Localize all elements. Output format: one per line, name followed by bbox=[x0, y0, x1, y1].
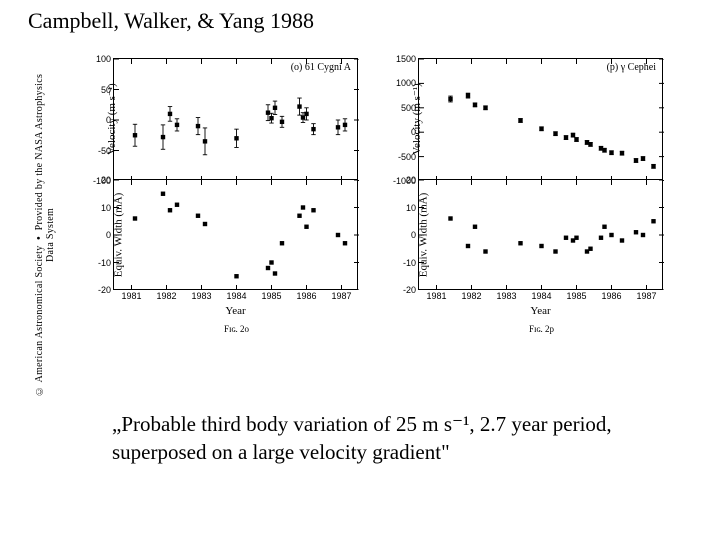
xtick-label: 1982 bbox=[461, 289, 481, 301]
chart-panel: -100-50050100Velocity (m s⁻¹)(o) 61 Cygn… bbox=[113, 58, 358, 180]
page-title: Campbell, Walker, & Yang 1988 bbox=[28, 8, 314, 34]
credit-bullet: • bbox=[34, 236, 45, 240]
figure-caption: Fɪɢ. 2p bbox=[418, 324, 665, 334]
xtick-label: 1983 bbox=[496, 289, 516, 301]
ytick-label: -20 bbox=[98, 285, 114, 295]
credit-line: © American Astronomical Society • Provid… bbox=[34, 70, 56, 400]
ytick-label: 20 bbox=[101, 175, 114, 185]
xtick-label: 1985 bbox=[566, 289, 586, 301]
xtick-label: 1986 bbox=[601, 289, 621, 301]
chart-panel: -20-10010201981198219831984198519861987E… bbox=[113, 180, 358, 290]
y-axis-label: Equiv. Width (mÅ) bbox=[417, 192, 429, 277]
xtick-label: 1984 bbox=[531, 289, 551, 301]
ytick-label: -20 bbox=[403, 285, 419, 295]
xtick-label: 1986 bbox=[296, 289, 316, 301]
xtick-label: 1981 bbox=[426, 289, 446, 301]
chart-panel: -1000-500050010001500Velocity (m s⁻¹)(p)… bbox=[418, 58, 663, 180]
x-axis-label: Year bbox=[225, 305, 245, 317]
xtick-label: 1987 bbox=[636, 289, 656, 301]
ytick-label: 1500 bbox=[396, 54, 419, 64]
y-axis-label: Velocity (m s⁻¹) bbox=[410, 83, 423, 154]
y-axis-label: Velocity (m s⁻¹) bbox=[105, 83, 118, 154]
xtick-label: 1982 bbox=[156, 289, 176, 301]
panel-set: -1000-500050010001500Velocity (m s⁻¹)(p)… bbox=[370, 58, 665, 334]
ytick-label: 100 bbox=[96, 54, 114, 64]
xtick-label: 1985 bbox=[261, 289, 281, 301]
panel-label: (o) 61 Cygni A bbox=[291, 62, 351, 73]
ytick-label: 20 bbox=[406, 175, 419, 185]
figure-caption: Fɪɢ. 2o bbox=[113, 324, 360, 334]
caption-quote: „Probable third body variation of 25 m s… bbox=[112, 410, 642, 467]
xtick-label: 1983 bbox=[191, 289, 211, 301]
panel-set: -100-50050100Velocity (m s⁻¹)(o) 61 Cygn… bbox=[65, 58, 360, 334]
xtick-label: 1981 bbox=[121, 289, 141, 301]
y-axis-label: Equiv. Width (mÅ) bbox=[112, 192, 124, 277]
xtick-label: 1984 bbox=[226, 289, 246, 301]
credit-copyright: © American Astronomical Society bbox=[34, 246, 45, 397]
xtick-label: 1987 bbox=[331, 289, 351, 301]
chart-panel: -20-10010201981198219831984198519861987E… bbox=[418, 180, 663, 290]
credit-provider: Provided by the NASA Astrophysics Data S… bbox=[34, 74, 56, 262]
x-axis-label: Year bbox=[530, 305, 550, 317]
figure-row: -100-50050100Velocity (m s⁻¹)(o) 61 Cygn… bbox=[65, 58, 665, 334]
panel-label: (p) γ Cephei bbox=[607, 62, 656, 73]
